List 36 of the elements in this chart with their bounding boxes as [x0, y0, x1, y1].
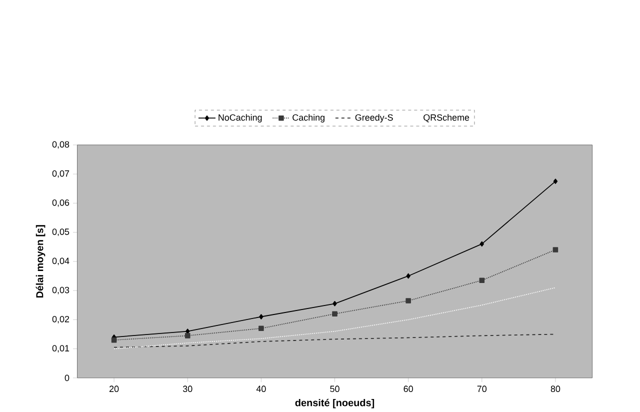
y-axis-title: Délai moyen [s]: [36, 225, 46, 298]
legend-label: Caching: [292, 114, 324, 123]
x-tick-label: 30: [182, 386, 192, 392]
y-tick-label: 0,06: [52, 200, 70, 208]
point: [406, 298, 411, 304]
point: [480, 242, 484, 247]
point: [258, 326, 264, 332]
point: [111, 338, 117, 343]
point: [553, 178, 558, 184]
y-tick-label: 0,05: [52, 228, 70, 236]
y-tick-label: 0,03: [52, 287, 70, 294]
legend-label: Greedy-S: [355, 114, 393, 123]
y-tick-label: 0,02: [52, 316, 70, 324]
point: [406, 274, 410, 279]
point: [479, 278, 485, 284]
line-series: [114, 287, 556, 350]
line-series: [114, 334, 556, 348]
legend-label: NoCaching: [218, 114, 262, 123]
x-axis-title: densité [noeuds]: [295, 399, 374, 408]
y-tick-label: 0: [64, 374, 70, 382]
x-tick-label: 50: [330, 386, 340, 392]
point: [552, 247, 558, 253]
y-tick-label: 0,04: [52, 258, 70, 266]
point: [259, 314, 264, 320]
point: [332, 301, 337, 307]
y-tick-label: 0,08: [52, 141, 70, 149]
y-tick-label: 0,07: [52, 170, 70, 178]
y-tick-label: 0,01: [52, 345, 70, 353]
x-tick-label: 60: [404, 386, 413, 392]
x-tick-label: 80: [550, 386, 560, 392]
x-tick-label: 40: [256, 386, 266, 392]
text: QRScheme: [424, 114, 470, 123]
x-tick-label: 70: [477, 386, 487, 392]
point: [184, 333, 190, 339]
x-tick-label: 20: [110, 386, 119, 392]
point: [332, 311, 338, 317]
